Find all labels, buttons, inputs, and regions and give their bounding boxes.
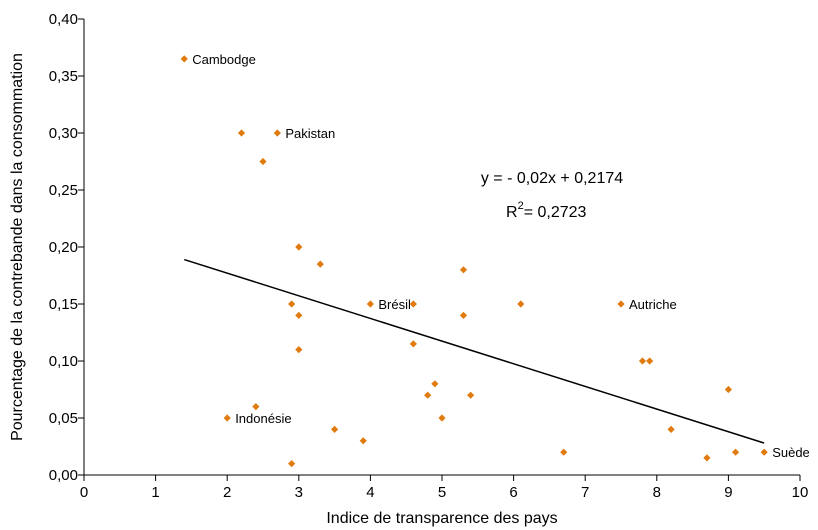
x-tick-label: 9 <box>724 484 732 501</box>
data-point <box>646 357 654 365</box>
data-point <box>273 129 281 137</box>
x-tick-label: 6 <box>509 484 517 501</box>
data-point <box>760 448 768 456</box>
data-point <box>459 311 468 319</box>
trend-r2: R2= 0,2723 <box>506 200 587 221</box>
plot-area <box>83 19 800 476</box>
data-point <box>431 380 439 388</box>
x-tick-label: 3 <box>295 484 303 501</box>
x-tick-label: 0 <box>80 484 88 501</box>
data-point <box>459 266 468 274</box>
y-tick-label: 0,40 <box>49 11 78 28</box>
data-point <box>638 357 647 365</box>
x-tick-label: 10 <box>792 484 809 501</box>
trend-equation: y = - 0,02x + 0,2174 <box>481 170 623 187</box>
data-point <box>359 437 367 445</box>
point-label: Suède <box>772 445 810 460</box>
data-point <box>724 385 732 394</box>
x-tick-label: 7 <box>581 484 589 501</box>
data-point <box>288 300 296 308</box>
x-tick-label: 4 <box>366 484 374 501</box>
y-tick-label: 0,05 <box>49 410 78 427</box>
data-point <box>667 425 675 433</box>
data-point <box>223 414 231 422</box>
data-point <box>703 454 711 462</box>
data-point <box>617 300 625 308</box>
trendline <box>184 258 765 444</box>
y-axis-ticks: 0,00 0,05 0,10 0,15 0,20 0,25 0,30 0,35 0,40 <box>49 11 84 484</box>
y-tick-label: 0,25 <box>49 182 78 199</box>
data-point <box>331 425 339 433</box>
data-point <box>237 129 246 137</box>
data-point <box>517 300 525 308</box>
point-label: Brésil <box>378 297 411 312</box>
y-tick-label: 0,00 <box>49 467 78 484</box>
y-tick-label: 0,20 <box>49 239 78 256</box>
x-axis-ticks: 0 1 2 3 4 5 6 7 8 9 10 <box>80 475 809 501</box>
data-point <box>259 157 267 166</box>
point-labels: Cambodge Pakistan Brésil Autriche Indonésie S… <box>192 52 810 460</box>
data-point <box>295 243 303 251</box>
data-point <box>409 340 417 348</box>
x-tick-label: 5 <box>438 484 446 501</box>
x-tick-label: 8 <box>653 484 661 501</box>
data-point <box>467 391 475 399</box>
data-point <box>295 346 303 354</box>
y-axis-title: Pourcentage de la contrebande dans la co… <box>9 53 26 441</box>
data-point <box>316 260 324 268</box>
data-points <box>180 55 768 468</box>
x-axis-title: Indice de transparence des pays <box>326 510 557 527</box>
point-label: Indonésie <box>235 411 291 426</box>
r2-value: = 0,2723 <box>524 204 587 221</box>
data-point <box>424 391 432 399</box>
y-tick-label: 0,15 <box>49 296 78 313</box>
data-point <box>409 300 417 308</box>
point-label: Cambodge <box>192 52 256 67</box>
data-point <box>366 300 374 308</box>
data-point <box>288 460 296 468</box>
y-tick-label: 0,10 <box>49 353 78 370</box>
point-label: Autriche <box>629 297 677 312</box>
x-tick-label: 1 <box>151 484 159 501</box>
data-point <box>560 448 568 456</box>
data-point <box>180 55 188 63</box>
x-tick-label: 2 <box>223 484 231 501</box>
y-tick-label: 0,35 <box>49 68 78 85</box>
y-tick-label: 0,30 <box>49 125 78 142</box>
r2-exponent: 2 <box>518 200 524 212</box>
data-point <box>295 311 303 319</box>
data-point <box>252 403 260 411</box>
point-label: Pakistan <box>285 126 335 141</box>
data-point <box>438 414 446 422</box>
r2-letter: R <box>506 204 518 221</box>
data-point <box>731 448 740 456</box>
